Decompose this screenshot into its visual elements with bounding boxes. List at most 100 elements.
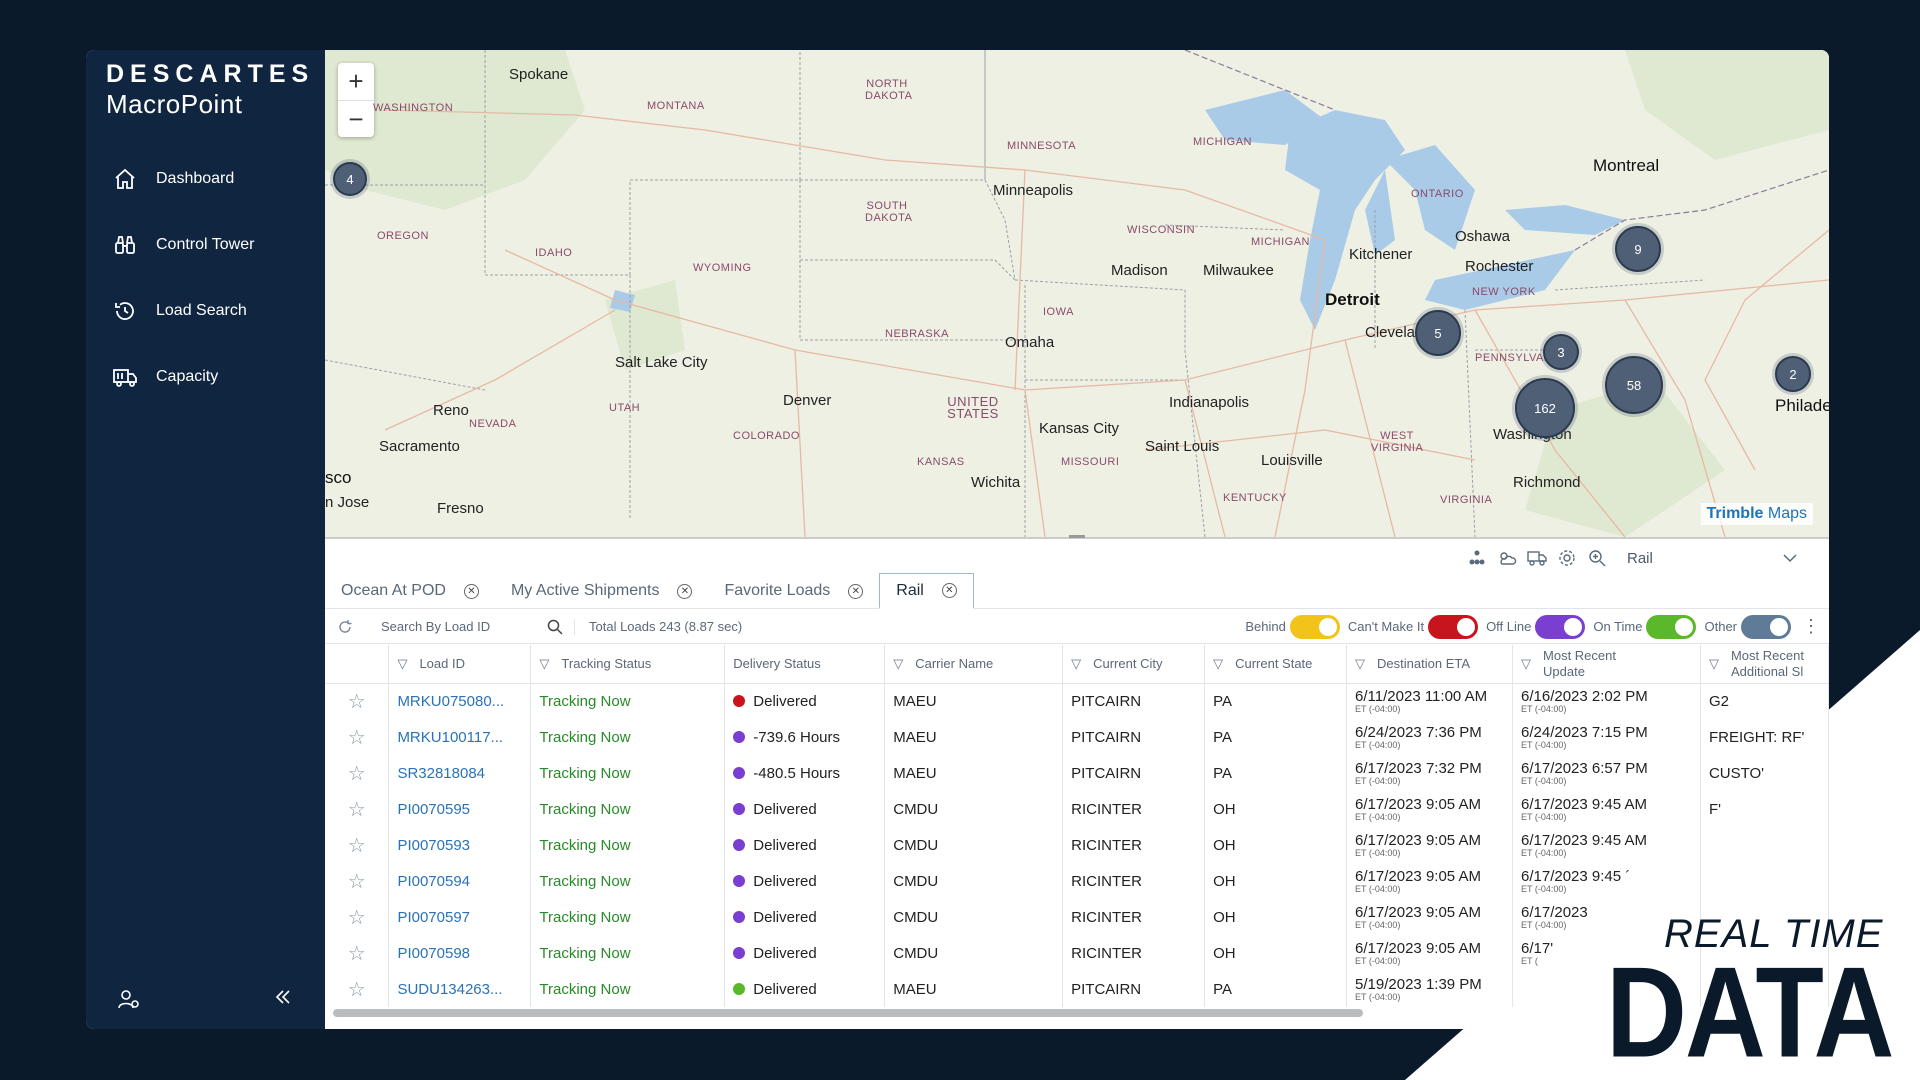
- map-cluster-marker[interactable]: 4: [333, 162, 367, 196]
- tab-label: Favorite Loads: [724, 582, 831, 599]
- favorite-star-icon[interactable]: ☆: [325, 719, 390, 755]
- column-header-current-state[interactable]: ▽ Current State: [1204, 645, 1348, 684]
- sidebar-item-capacity[interactable]: Capacity: [86, 344, 325, 410]
- favorite-star-icon[interactable]: ☆: [325, 935, 390, 971]
- tab-my-active-shipments[interactable]: My Active Shipments ✕: [495, 573, 709, 609]
- delivery-status-text: Delivered: [753, 980, 817, 998]
- on-time-toggle[interactable]: [1646, 614, 1697, 639]
- view-selector[interactable]: Rail: [1627, 550, 1797, 567]
- filter-icon[interactable]: ▽: [1071, 656, 1082, 672]
- favorite-star-icon[interactable]: ☆: [325, 755, 390, 791]
- column-header-tracking-status[interactable]: ▽ Tracking Status: [530, 645, 726, 684]
- hierarchy-icon[interactable]: [1467, 548, 1487, 568]
- load-id-link[interactable]: MRKU075080...: [397, 692, 505, 710]
- map-cluster-marker[interactable]: 5: [1415, 310, 1461, 356]
- map-cluster-marker[interactable]: 2: [1775, 356, 1811, 392]
- table-row[interactable]: ☆ MRKU075080... Tracking Now Delivered MAEU P…: [325, 683, 1829, 719]
- eta-timezone: ET (-04:00): [1355, 811, 1401, 822]
- user-settings-icon[interactable]: [116, 987, 140, 1016]
- brand-logo[interactable]: DESCARTES MacroPoint: [106, 60, 314, 120]
- close-tab-icon[interactable]: ✕: [463, 583, 479, 599]
- filter-icon[interactable]: ▽: [1355, 656, 1366, 672]
- eta-value: 6/17/2023 9:05 AM: [1355, 903, 1481, 921]
- map-cluster-marker[interactable]: 9: [1615, 226, 1661, 272]
- column-header-current-city[interactable]: ▽ Current City: [1062, 645, 1206, 684]
- favorite-star-icon[interactable]: ☆: [325, 827, 390, 863]
- map-cluster-marker[interactable]: 58: [1605, 356, 1663, 414]
- collapse-sidebar-icon[interactable]: [273, 987, 293, 1012]
- load-id-link[interactable]: SR32818084: [397, 764, 486, 782]
- load-id-cell: SR32818084: [388, 755, 532, 791]
- refresh-icon[interactable]: [325, 619, 365, 635]
- search-icon[interactable]: [535, 618, 575, 635]
- zoom-search-icon[interactable]: [1587, 548, 1607, 568]
- close-tab-icon[interactable]: ✕: [941, 583, 957, 598]
- filter-icon[interactable]: ▽: [893, 656, 904, 672]
- update-value: 6/17/2023 9:45 AM: [1521, 795, 1647, 813]
- more-options-icon[interactable]: ⋮: [1802, 616, 1820, 636]
- zoom-in-button[interactable]: +: [348, 66, 364, 96]
- table-row[interactable]: ☆ PI0070595 Tracking Now Delivered CMDU RICIN…: [325, 791, 1829, 827]
- cant-make-it-toggle[interactable]: [1428, 614, 1479, 639]
- close-tab-icon[interactable]: ✕: [677, 583, 693, 599]
- column-header-most-recent-update[interactable]: ▽Most Recent Update: [1512, 645, 1701, 684]
- table-row[interactable]: ☆ SUDU134263... Tracking Now Delivered MAEU P…: [325, 971, 1829, 1007]
- sidebar-item-control-tower[interactable]: Control Tower: [86, 212, 325, 278]
- close-tab-icon[interactable]: ✕: [848, 583, 864, 599]
- filter-icon[interactable]: ▽: [539, 656, 550, 672]
- favorite-star-icon[interactable]: ☆: [325, 683, 390, 719]
- filter-icon[interactable]: ▽: [1708, 655, 1719, 671]
- load-id-link[interactable]: PI0070595: [397, 800, 471, 818]
- column-header-load-id[interactable]: ▽ Load ID: [388, 645, 532, 684]
- column-header-destination-eta[interactable]: ▽ Destination ETA: [1346, 645, 1514, 684]
- resize-handle[interactable]: [1069, 535, 1085, 538]
- favorite-star-icon[interactable]: ☆: [325, 791, 390, 827]
- favorite-star-icon[interactable]: ☆: [325, 863, 390, 899]
- carrier-name-cell: CMDU: [884, 791, 1064, 827]
- load-id-link[interactable]: PI0070594: [397, 872, 471, 890]
- table-row[interactable]: ☆ PI0070593 Tracking Now Delivered CMDU RICIN…: [325, 827, 1829, 863]
- load-id-link[interactable]: SUDU134263...: [397, 980, 503, 998]
- weather-icon[interactable]: [1497, 548, 1517, 568]
- filter-toggle-on-time: On Time: [1593, 614, 1697, 639]
- load-id-search-input[interactable]: [365, 619, 535, 634]
- current-state-cell: OH: [1204, 791, 1348, 827]
- favorite-star-icon[interactable]: ☆: [325, 899, 390, 935]
- map-cluster-marker[interactable]: 162: [1515, 378, 1575, 438]
- table-row[interactable]: ☆ SR32818084 Tracking Now -480.5 Hours MAEU P…: [325, 755, 1829, 791]
- delivery-status-cell: Delivered: [724, 791, 886, 827]
- map-view[interactable]: + − WASHINGTON MONTANA NORTH DAKOTA MINN…: [325, 50, 1829, 537]
- column-header-most-recent-additional[interactable]: ▽Most Recent Additional Sl: [1700, 645, 1829, 684]
- other-toggle[interactable]: [1741, 614, 1791, 639]
- map-cluster-marker[interactable]: 3: [1543, 334, 1579, 370]
- map-attribution[interactable]: Trimble Maps: [1700, 503, 1813, 525]
- tab-ocean-at-pod[interactable]: Ocean At POD ✕: [325, 573, 495, 609]
- sidebar-item-dashboard[interactable]: Dashboard: [86, 146, 325, 212]
- load-id-link[interactable]: PI0070598: [397, 944, 471, 962]
- filter-icon[interactable]: ▽: [1213, 656, 1224, 672]
- table-row[interactable]: ☆ MRKU100117... Tracking Now -739.6 Hours MA…: [325, 719, 1829, 755]
- load-id-link[interactable]: PI0070597: [397, 908, 471, 926]
- table-row[interactable]: ☆ PI0070597 Tracking Now Delivered CMDU RICIN…: [325, 899, 1829, 935]
- load-id-link[interactable]: PI0070593: [397, 836, 471, 854]
- favorite-star-icon[interactable]: ☆: [325, 971, 390, 1007]
- destination-eta-cell: 5/19/2023 1:39 PM ET (-04:00): [1346, 971, 1514, 1007]
- tracking-status-cell: Tracking Now: [530, 719, 726, 755]
- behind-toggle[interactable]: [1289, 614, 1340, 639]
- filter-icon[interactable]: ▽: [1521, 655, 1532, 671]
- zoom-out-button[interactable]: −: [338, 100, 374, 137]
- truck-icon[interactable]: [1527, 548, 1547, 568]
- sidebar-item-load-search[interactable]: Load Search: [86, 278, 325, 344]
- filter-icon[interactable]: ▽: [397, 656, 408, 672]
- tab-favorite-loads[interactable]: Favorite Loads ✕: [708, 573, 879, 609]
- off-line-toggle[interactable]: [1535, 614, 1586, 639]
- table-row[interactable]: ☆ PI0070594 Tracking Now Delivered CMDU RICIN…: [325, 863, 1829, 899]
- column-header-delivery-status[interactable]: Delivery Status: [724, 645, 886, 684]
- table-row[interactable]: ☆ PI0070598 Tracking Now Delivered CMDU RICIN…: [325, 935, 1829, 971]
- toggle-label: Behind: [1245, 619, 1286, 634]
- column-header-carrier-name[interactable]: ▽ Carrier Name: [884, 645, 1064, 684]
- tab-rail[interactable]: Rail ✕: [879, 573, 974, 609]
- load-id-link[interactable]: MRKU100117...: [397, 728, 504, 746]
- settings-icon[interactable]: [1557, 548, 1577, 568]
- horizontal-scrollbar[interactable]: [333, 1009, 1363, 1017]
